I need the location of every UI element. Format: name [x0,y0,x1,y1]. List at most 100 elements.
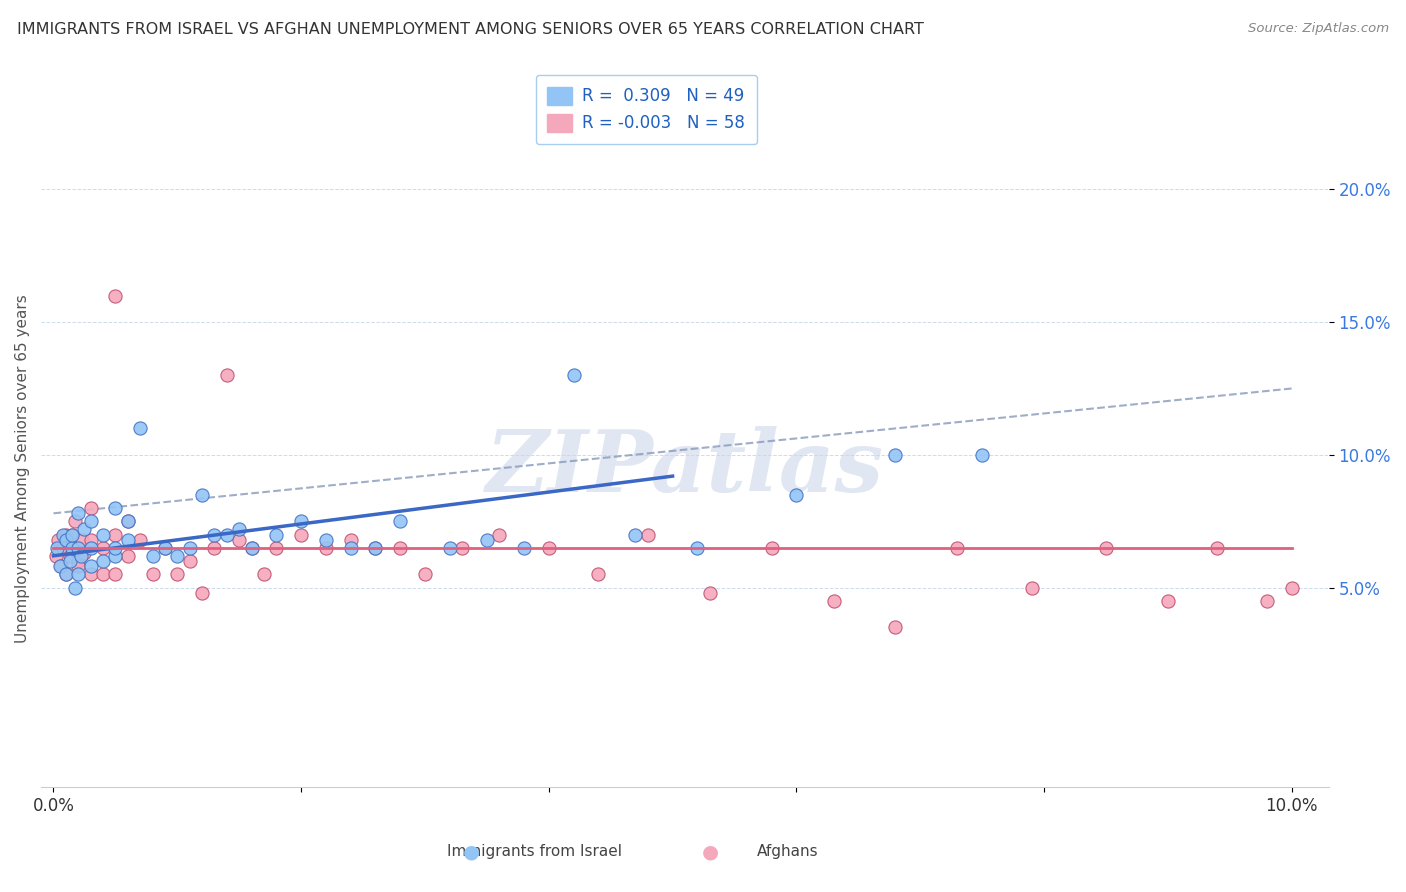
Point [67,506,90,520]
Point [58,549,80,563]
Point [60,527,83,541]
Point [179,554,201,568]
Point [104,567,127,582]
Point [91,541,114,555]
Text: ●: ● [463,842,479,862]
Point [153,541,176,555]
Point [117,549,139,563]
Point [104,288,127,302]
Point [204,527,226,541]
Point [79,559,101,574]
Point [315,533,337,547]
Point [117,514,139,528]
Point [475,533,498,547]
Point [240,541,263,555]
Point [439,541,461,555]
Point [266,527,288,541]
Point [67,559,90,574]
Point [785,488,807,502]
Point [624,527,647,541]
Point [761,541,783,555]
Point [823,594,845,608]
Point [488,527,510,541]
Point [389,541,412,555]
Point [52,527,75,541]
Point [104,541,127,555]
Point [58,554,80,568]
Point [79,533,101,547]
Point [104,500,127,515]
Point [79,567,101,582]
Point [884,448,907,462]
Y-axis label: Unemployment Among Seniors over 65 years: Unemployment Among Seniors over 65 years [15,293,30,642]
Point [413,567,436,582]
Point [1095,541,1118,555]
Point [266,541,288,555]
Point [339,541,361,555]
Point [562,368,585,383]
Point [240,541,263,555]
Text: Immigrants from Israel: Immigrants from Israel [447,845,621,859]
Point [117,533,139,547]
Point [117,514,139,528]
Legend: R =  0.309   N = 49, R = -0.003   N = 58: R = 0.309 N = 49, R = -0.003 N = 58 [536,75,756,144]
Point [49,559,72,574]
Point [686,541,709,555]
Point [637,527,659,541]
Point [972,448,994,462]
Point [1021,581,1043,595]
Point [290,527,312,541]
Point [73,522,96,536]
Point [63,581,86,595]
Point [48,559,70,574]
Text: ZIPatlas: ZIPatlas [486,426,884,510]
Point [104,549,127,563]
Point [55,567,77,582]
Point [67,541,90,555]
Point [91,554,114,568]
Point [215,527,238,541]
Point [389,514,412,528]
Point [513,541,536,555]
Point [699,586,721,600]
Point [364,541,387,555]
Point [451,541,474,555]
Point [79,541,101,555]
Point [884,620,907,634]
Text: IMMIGRANTS FROM ISRAEL VS AFGHAN UNEMPLOYMENT AMONG SENIORS OVER 65 YEARS CORREL: IMMIGRANTS FROM ISRAEL VS AFGHAN UNEMPLO… [17,22,924,37]
Point [52,541,75,555]
Point [253,567,276,582]
Text: Afghans: Afghans [756,845,818,859]
Point [104,527,127,541]
Point [67,567,90,582]
Point [55,533,77,547]
Point [228,533,250,547]
Point [67,541,90,555]
Point [79,514,101,528]
Point [215,368,238,383]
Point [129,533,152,547]
Point [73,546,96,560]
Point [45,549,67,563]
Point [67,554,90,568]
Text: Source: ZipAtlas.com: Source: ZipAtlas.com [1249,22,1389,36]
Point [55,567,77,582]
Text: ●: ● [702,842,718,862]
Point [191,488,214,502]
Point [1157,594,1180,608]
Point [339,533,361,547]
Point [91,567,114,582]
Point [46,541,69,555]
Point [129,421,152,435]
Point [537,541,560,555]
Point [79,500,101,515]
Point [364,541,387,555]
Point [141,549,163,563]
Point [1281,581,1303,595]
Point [63,514,86,528]
Point [141,567,163,582]
Point [204,541,226,555]
Point [60,541,83,555]
Point [91,527,114,541]
Point [1206,541,1229,555]
